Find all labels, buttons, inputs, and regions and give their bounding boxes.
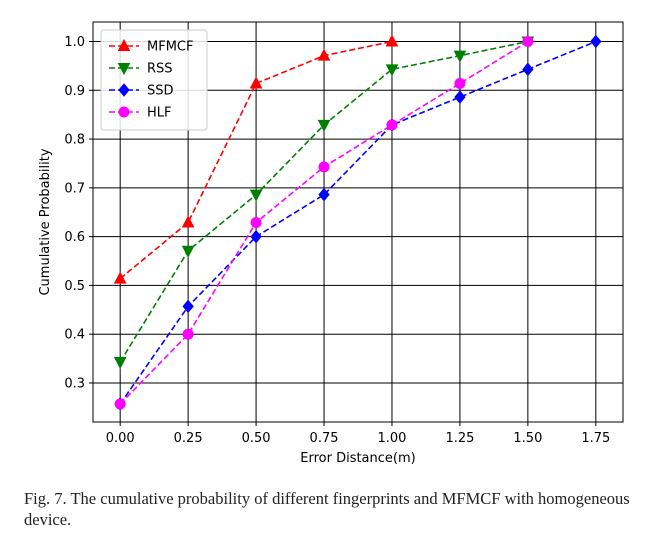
y-axis-ticks: 0.3 0.4 0.5 0.6 0.7 0.8 0.9 1.0 [64,35,93,391]
data-point-ssd [250,229,262,244]
data-point-mfmcf [113,271,127,284]
x-axis-title: Error Distance(m) [300,451,415,466]
series-rss [113,36,535,370]
data-point-rss [453,50,467,63]
figure-caption: Fig. 7. The cumulative probability of di… [24,489,630,529]
legend-entry-mfmcf: MFMCF [109,38,193,55]
y-tick-label: 0.5 [64,279,85,294]
legend-swatch-marker [117,63,131,76]
y-tick-label: 1.0 [64,35,85,50]
legend-label: RSS [147,62,173,77]
legend-swatch-marker [118,83,130,97]
data-point-hlf [114,398,126,410]
legend-entry-hlf: HLF [109,106,172,121]
series-line-ssd [119,40,597,405]
data-point-mfmcf [385,34,399,47]
legend-entry-ssd: SSD [109,83,174,99]
x-tick-label: 1.00 [377,431,406,446]
y-tick-label: 0.4 [64,328,85,343]
legend-box [100,29,208,131]
legend-label: HLF [147,106,172,121]
data-point-ssd [454,90,466,104]
data-point-rss [317,119,331,133]
plot-frame [92,21,624,423]
series-ssd [114,34,602,411]
x-tick-label: 1.50 [513,431,542,446]
y-tick-label: 0.6 [64,230,85,245]
x-tick-label: 0.75 [310,431,339,446]
legend-swatch-marker [117,38,131,51]
y-tick-label: 0.3 [64,376,85,391]
y-tick-label: 0.7 [64,181,85,196]
y-tick-label: 0.8 [64,133,85,148]
x-tick-label: 1.75 [581,431,610,446]
series-hlf [114,36,534,410]
data-point-ssd [182,299,194,314]
series-line-mfmcf [119,40,393,280]
data-point-rss [181,245,195,258]
data-point-hlf [386,119,398,131]
y-tick-label: 0.9 [64,84,85,99]
legend-swatch-marker [118,106,130,118]
x-tick-label: 0.25 [174,431,203,446]
data-point-hlf [522,36,534,48]
data-point-mfmcf [181,215,195,228]
data-point-hlf [182,328,194,340]
data-point-hlf [318,161,330,173]
legend-entry-rss: RSS [109,62,173,77]
legend: MFMCF RSS SSD HLF [100,29,208,131]
data-point-rss [249,189,263,202]
data-point-mfmcf [249,76,263,89]
data-point-ssd [522,62,534,77]
data-point-hlf [454,77,466,89]
x-axis-ticks: 0.00 0.25 0.50 0.75 1.00 1.25 1.50 1.75 [106,422,610,446]
data-point-hlf [250,216,262,228]
data-point-rss [385,64,399,77]
series-mfmcf [113,34,399,284]
plot-series [113,34,602,411]
x-tick-label: 1.25 [445,431,474,446]
data-point-rss [113,357,127,370]
data-point-mfmcf [317,48,331,61]
line-chart: 0.00 0.25 0.50 0.75 1.00 1.25 1.50 1.75 0.30.40… [38,21,624,466]
y-axis-title: Cumulative Probability [38,148,53,295]
x-tick-label: 0.00 [106,431,135,446]
legend-label: SSD [147,84,174,99]
x-tick-label: 0.50 [242,431,271,446]
data-point-ssd [318,187,330,202]
legend-label: MFMCF [147,40,193,55]
data-point-ssd [590,34,602,49]
